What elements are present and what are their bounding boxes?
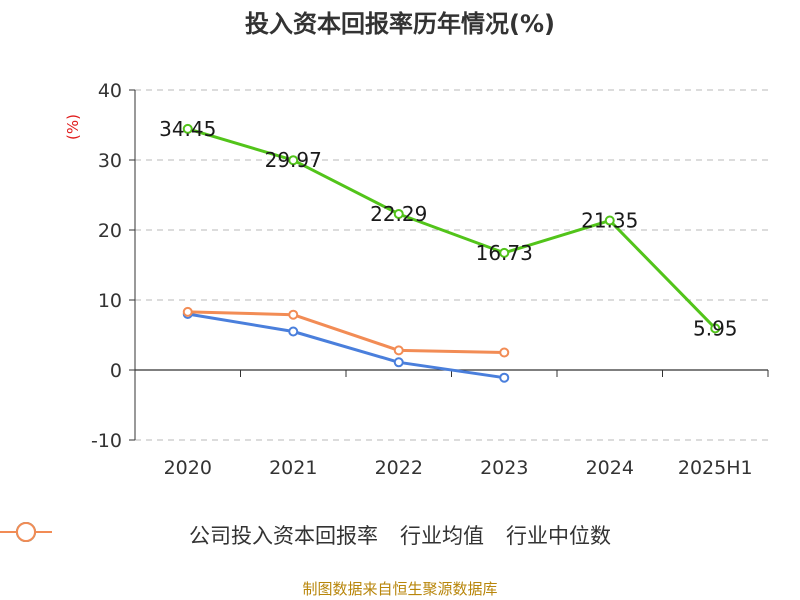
data-label: 34.45: [159, 117, 216, 141]
data-point: [393, 357, 404, 368]
data-point: [710, 323, 721, 334]
y-axis-unit-label: (%): [64, 114, 82, 140]
data-point: [288, 326, 299, 337]
chart-legend: 公司投入资本回报率 行业均值 行业中位数: [0, 520, 800, 550]
y-tick-label: 0: [110, 360, 122, 382]
x-tick-label: 2021: [269, 457, 317, 479]
data-label: 22.29: [370, 202, 427, 226]
data-label: 21.35: [581, 209, 638, 233]
series-line-0: [187, 127, 717, 330]
data-point: [182, 306, 193, 317]
legend-item-industry-mean[interactable]: 行业均值: [0, 520, 484, 550]
x-tick-label: 2024: [586, 457, 634, 479]
y-tick-label: -10: [91, 430, 122, 452]
legend-label-company-roic: 公司投入资本回报率: [189, 524, 378, 548]
data-point: [499, 247, 510, 258]
legend-item-company-roic[interactable]: 公司投入资本回报率: [0, 520, 378, 550]
data-point: [393, 345, 404, 356]
x-tick-label: 2023: [480, 457, 528, 479]
data-point: [182, 123, 193, 134]
data-point: [604, 215, 615, 226]
legend-marker-orange-icon: [0, 522, 52, 542]
y-tick-label: 40: [98, 80, 122, 102]
x-tick-label: 2022: [375, 457, 423, 479]
data-point: [499, 372, 510, 383]
x-tick-label: 2020: [164, 457, 212, 479]
chart-title: 投入资本回报率历年情况(%): [245, 10, 555, 38]
series-line-1: [187, 312, 505, 380]
line-chart: -10 0 10 20 30 40 2020 2021 2022 2023 2024 2025H1 (%…: [64, 80, 769, 479]
data-source-note: 制图数据来自恒生聚源数据库: [302, 580, 498, 598]
data-point: [288, 155, 299, 166]
legend-label-industry-mean: 行业均值: [400, 524, 484, 548]
legend-label-industry-median: 行业中位数: [506, 524, 611, 548]
x-tick-label: 2025H1: [678, 457, 753, 479]
data-label: 5.95: [693, 316, 738, 340]
y-tick-label: 20: [98, 220, 122, 242]
legend-item-industry-median[interactable]: 行业中位数: [0, 520, 611, 550]
data-point: [499, 347, 510, 358]
data-point: [393, 208, 404, 219]
data-label: 16.73: [476, 241, 533, 265]
y-tick-label: 30: [98, 150, 122, 172]
series-line-2: [187, 310, 505, 354]
y-tick-label: 10: [98, 290, 122, 312]
data-label: 29.97: [265, 148, 322, 172]
data-point: [288, 309, 299, 320]
